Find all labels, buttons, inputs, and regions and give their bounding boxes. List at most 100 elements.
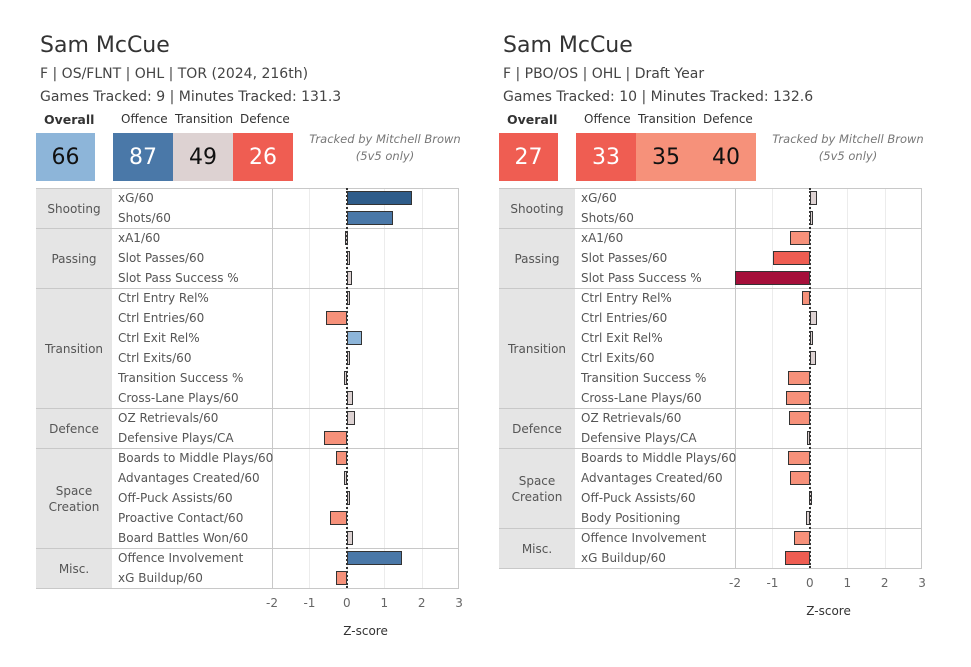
x-tick-label: -2 [266,596,278,610]
metric-label: Defensive Plays/CA [118,431,234,445]
gridline [772,188,774,568]
category-label: Misc. [499,529,575,568]
chart-top-border [36,188,459,189]
zscore-bar [785,391,810,405]
offence-label: Offence [584,112,631,126]
metric-label: Proactive Contact/60 [118,511,244,525]
metric-label: Offence Involvement [118,551,244,565]
zscore-bar [788,451,810,465]
tracked-scope-text: (5v5 only) [355,149,415,163]
tracked-by-note: Tracked by Mitchell Brown (5v5 only) [768,131,928,165]
category-label: Defence [499,409,575,448]
metric-label: Advantages Created/60 [118,471,260,485]
plot-right-border [458,188,459,588]
metric-label: xG/60 [118,191,154,205]
zscore-bar [735,271,810,285]
gridline [884,188,886,568]
category-label: Misc. [36,549,112,588]
category-label: Transition [499,289,575,408]
x-tick-label: 1 [843,576,852,590]
offence-score-box: 33 [576,133,636,181]
group-divider [36,228,459,229]
plot-left-border [735,188,736,568]
x-tick-label: 2 [417,596,426,610]
transition-label: Transition [175,112,234,126]
metric-label: Off-Puck Assists/60 [581,491,696,505]
transition-label: Transition [638,112,697,126]
zscore-bar [346,211,393,225]
zscore-bar [330,511,347,525]
plot-left-border [272,188,273,588]
x-tick-label: -1 [766,576,779,590]
transition-score-box: 35 [636,133,696,181]
group-divider [499,448,922,449]
category-label: Space Creation [499,449,575,528]
metric-label: xG Buildup/60 [118,571,203,585]
gridline [847,188,849,568]
defence-score-box: 40 [696,133,756,181]
x-axis-title: Z-score [343,624,388,638]
zscore-bar [788,371,810,385]
zscore-bar [324,431,347,445]
metric-label: xG Buildup/60 [581,551,666,565]
metric-label: Ctrl Entry Rel% [581,291,672,305]
metric-label: Slot Pass Success % [118,271,239,285]
metric-label: Cross-Lane Plays/60 [581,391,702,405]
category-label: Passing [36,229,112,288]
x-tick-label: 3 [918,576,926,590]
overall-score-box: 27 [499,133,558,181]
metric-label: OZ Retrievals/60 [118,411,219,425]
zscore-bar [784,551,810,565]
metric-label: Slot Passes/60 [581,251,668,265]
group-divider [36,548,459,549]
metric-label: Transition Success % [118,371,244,385]
overall-label: Overall [507,112,558,127]
gridline [384,188,386,588]
metric-label: Off-Puck Assists/60 [118,491,233,505]
metric-label: Board Battles Won/60 [118,531,249,545]
group-divider [36,448,459,449]
zscore-bar [809,311,818,325]
zscore-bar [346,331,363,345]
zero-line [345,188,348,588]
metric-label: Ctrl Entries/60 [118,311,205,325]
offence-label: Offence [121,112,168,126]
metric-label: xA1/60 [118,231,161,245]
offence-score-box: 87 [113,133,173,181]
x-tick-label: -2 [729,576,741,590]
tracking-info-line: Games Tracked: 10 | Minutes Tracked: 132… [503,89,814,105]
metric-label: Transition Success % [581,371,707,385]
player-card-2024: Sam McCue F | OS/FLNT | OHL | TOR (2024,… [0,0,470,667]
tracked-scope-text: (5v5 only) [818,149,878,163]
group-divider [499,568,922,569]
zscore-bar [346,191,413,205]
player-name: Sam McCue [40,33,170,58]
group-divider [499,528,922,529]
overall-score-box: 66 [36,133,95,181]
plot-right-border [921,188,922,568]
metric-label: Slot Pass Success % [581,271,702,285]
transition-score-box: 49 [173,133,233,181]
group-divider [499,288,922,289]
zscore-bar [809,191,818,205]
metric-label: Slot Passes/60 [118,251,205,265]
defence-label: Defence [240,112,290,126]
metric-label: Boards to Middle Plays/60 [118,451,274,465]
metric-label: Ctrl Exits/60 [581,351,655,365]
category-label: Transition [36,289,112,408]
category-label: Defence [36,409,112,448]
metric-label: Shots/60 [118,211,171,225]
gridline [309,188,311,588]
metric-label: Ctrl Exits/60 [118,351,192,365]
defence-score-box: 26 [233,133,293,181]
metric-label: Defensive Plays/CA [581,431,697,445]
metric-label: Boards to Middle Plays/60 [581,451,737,465]
gridline [421,188,423,588]
zscore-bar [788,411,810,425]
zscore-bar-chart: Shooting xG/60 Shots/60 Passing xA1/60 Slot P… [499,188,926,618]
player-info-line: F | PBO/OS | OHL | Draft Year [503,66,705,82]
player-info-line: F | OS/FLNT | OHL | TOR (2024, 216th) [40,66,309,82]
zscore-bar [773,251,810,265]
group-divider [36,288,459,289]
x-tick-label: 3 [455,596,463,610]
